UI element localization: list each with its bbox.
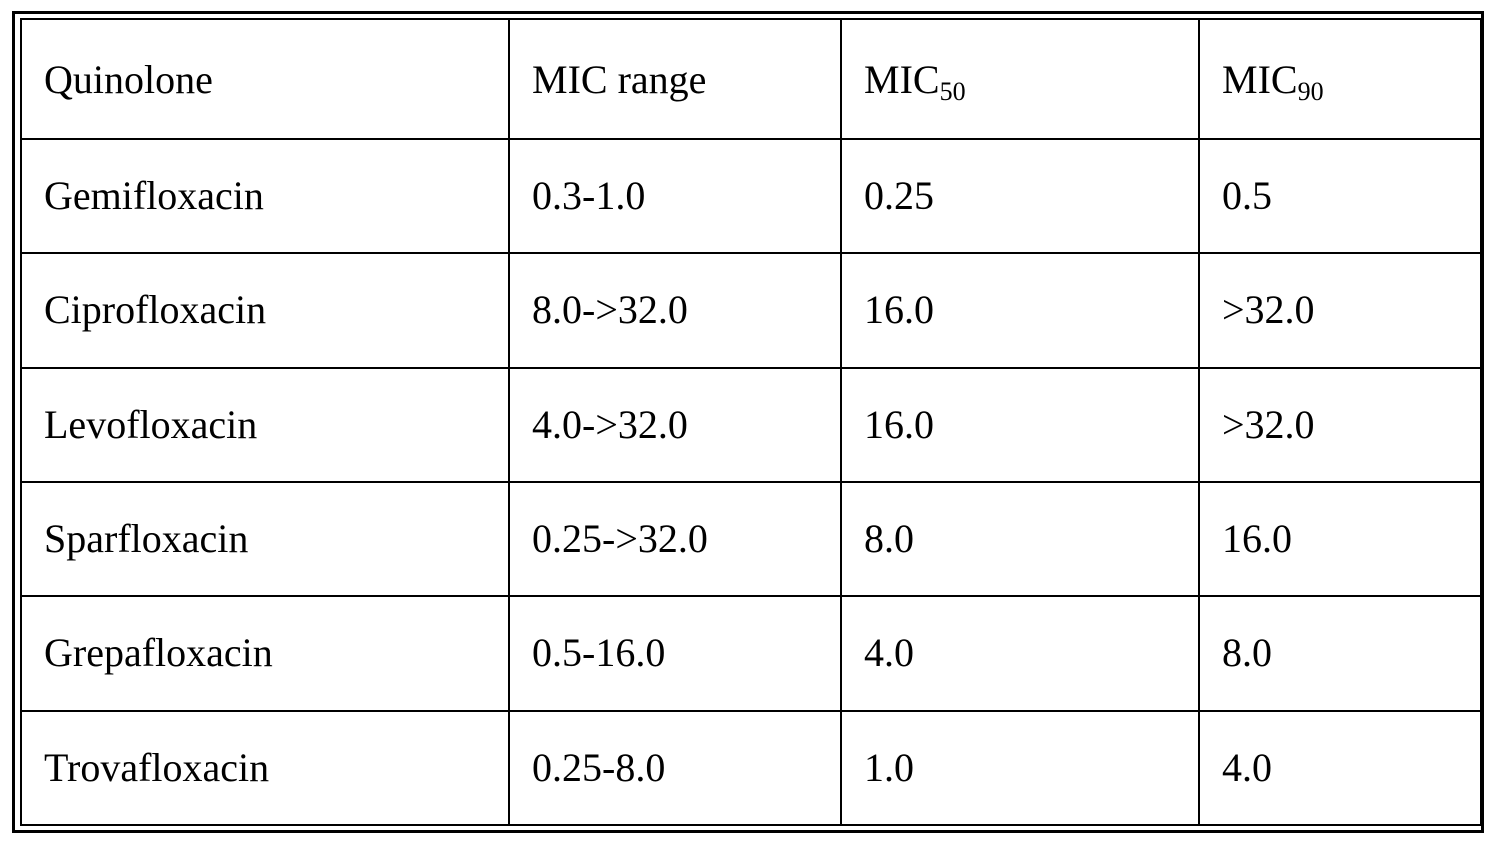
header-quinolone: Quinolone	[20, 18, 510, 140]
cell-mic-range: 0.25->32.0	[508, 480, 842, 598]
header-mic50-subscript: 50	[939, 76, 966, 106]
cell-mic50: 8.0	[840, 480, 1200, 598]
table-row: Ciprofloxacin 8.0->32.0 16.0 >32.0	[20, 252, 1482, 369]
table-row: Gemifloxacin 0.3-1.0 0.25 0.5	[20, 137, 1482, 255]
cell-quinolone: Trovafloxacin	[20, 709, 510, 827]
cell-mic-range: 0.5-16.0	[508, 595, 842, 712]
header-mic50-base: MIC	[864, 56, 940, 102]
cell-quinolone: Levofloxacin	[20, 366, 510, 483]
cell-quinolone: Sparfloxacin	[20, 480, 510, 598]
cell-mic50: 4.0	[840, 595, 1200, 712]
cell-mic-range: 0.3-1.0	[508, 137, 842, 255]
mic-table: Quinolone MIC range MIC50 MIC90 Gemiflox…	[20, 18, 1482, 827]
header-mic90-subscript: 90	[1297, 76, 1324, 106]
cell-mic90: 4.0	[1198, 709, 1482, 827]
cell-mic90: 16.0	[1198, 480, 1482, 598]
cell-mic50: 16.0	[840, 252, 1200, 369]
header-mic-range: MIC range	[508, 18, 842, 140]
cell-quinolone: Grepafloxacin	[20, 595, 510, 712]
table-row: Sparfloxacin 0.25->32.0 8.0 16.0	[20, 480, 1482, 598]
cell-mic-range: 0.25-8.0	[508, 709, 842, 827]
cell-mic50: 1.0	[840, 709, 1200, 827]
cell-mic50: 0.25	[840, 137, 1200, 255]
header-mic90: MIC90	[1198, 18, 1482, 140]
cell-mic-range: 8.0->32.0	[508, 252, 842, 369]
cell-mic90: 0.5	[1198, 137, 1482, 255]
table-outer-border	[12, 11, 1484, 833]
table-row: Levofloxacin 4.0->32.0 16.0 >32.0	[20, 366, 1482, 483]
header-mic90-base: MIC	[1222, 56, 1298, 102]
cell-mic-range: 4.0->32.0	[508, 366, 842, 483]
cell-mic90: >32.0	[1198, 252, 1482, 369]
table-row: Grepafloxacin 0.5-16.0 4.0 8.0	[20, 595, 1482, 712]
table-header-row: Quinolone MIC range MIC50 MIC90	[20, 18, 1482, 140]
table-row: Trovafloxacin 0.25-8.0 1.0 4.0	[20, 709, 1482, 827]
cell-quinolone: Ciprofloxacin	[20, 252, 510, 369]
cell-mic90: 8.0	[1198, 595, 1482, 712]
cell-quinolone: Gemifloxacin	[20, 137, 510, 255]
header-mic50: MIC50	[840, 18, 1200, 140]
cell-mic90: >32.0	[1198, 366, 1482, 483]
cell-mic50: 16.0	[840, 366, 1200, 483]
